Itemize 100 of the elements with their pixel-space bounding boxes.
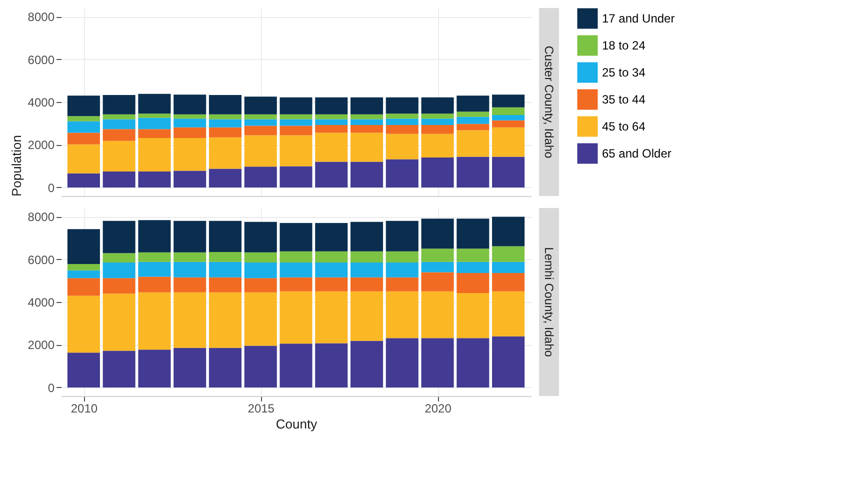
- bar: [421, 248, 454, 262]
- bar: [244, 262, 277, 278]
- bar: [208, 168, 242, 188]
- bar: [244, 119, 277, 126]
- bar: [386, 251, 418, 262]
- bar: [208, 220, 242, 252]
- bar: [102, 172, 136, 188]
- bar: [315, 114, 348, 120]
- bar: [492, 272, 525, 292]
- y-tick-label: 4000: [28, 96, 55, 110]
- bar: [280, 344, 312, 388]
- bar: [280, 251, 312, 262]
- y-tick-label: 8000: [28, 210, 55, 224]
- bar: [315, 262, 348, 278]
- bar: [280, 114, 312, 120]
- bar: [138, 172, 171, 188]
- bar: [350, 251, 384, 262]
- bar: [67, 144, 100, 174]
- bar: [102, 220, 136, 254]
- bar: [421, 291, 454, 338]
- bar: [138, 94, 171, 114]
- bar: [280, 166, 312, 188]
- x-tick-label: 2020: [424, 402, 452, 416]
- bar: [492, 127, 525, 157]
- bar: [456, 218, 490, 249]
- legend-label: 17 and Under: [602, 12, 675, 26]
- bar: [174, 118, 206, 128]
- bar: [315, 222, 348, 252]
- bar: [456, 338, 490, 388]
- bar: [456, 262, 490, 273]
- y-tick-label: 0: [48, 380, 55, 395]
- bar: [102, 278, 136, 294]
- bar: [102, 294, 136, 351]
- bar: [138, 129, 171, 138]
- bar: [102, 119, 136, 130]
- bar: [67, 229, 100, 264]
- legend-label: 35 to 44: [602, 92, 646, 106]
- bar: [67, 270, 100, 278]
- bar: [315, 119, 348, 125]
- bar: [421, 262, 454, 272]
- x-tick-label: 2015: [248, 402, 275, 416]
- bar: [456, 124, 490, 130]
- bar: [421, 118, 454, 125]
- bar: [67, 173, 100, 188]
- bar: [67, 352, 100, 388]
- y-tick-label: 6000: [28, 252, 55, 267]
- text: Lemhi County, Idaho: [542, 247, 556, 358]
- bar: [350, 162, 384, 188]
- bar: [208, 127, 242, 138]
- y-axis-title: Population: [8, 135, 24, 196]
- bar: [67, 121, 100, 133]
- bar: [386, 220, 418, 252]
- bar: [386, 338, 418, 388]
- bar: [244, 292, 277, 346]
- bar: [492, 246, 525, 262]
- bar: [208, 137, 242, 169]
- bar: [67, 296, 100, 353]
- bar: [244, 96, 277, 114]
- bar: [386, 97, 418, 114]
- bar: [102, 114, 136, 120]
- bar: [421, 338, 454, 388]
- bar: [456, 156, 490, 188]
- bar: [280, 222, 312, 252]
- bar: [456, 112, 490, 117]
- bar: [492, 262, 525, 273]
- bar: [315, 277, 348, 292]
- bar: [350, 132, 384, 162]
- bar: [102, 129, 136, 141]
- bar: [386, 277, 418, 292]
- y-tick-label: 4000: [28, 296, 55, 310]
- bar: [386, 134, 418, 160]
- bar: [280, 97, 312, 114]
- bar: [456, 293, 490, 338]
- bar: [138, 114, 171, 118]
- bar: [315, 124, 348, 133]
- bar: [280, 119, 312, 126]
- bar: [315, 343, 348, 388]
- bar: [492, 216, 525, 246]
- bar: [386, 159, 418, 188]
- bar: [492, 107, 525, 116]
- bar: [208, 262, 242, 278]
- bar: [492, 115, 525, 120]
- legend-label: 25 to 34: [602, 66, 646, 80]
- bar: [67, 116, 100, 122]
- bar: [244, 126, 277, 136]
- bar: [492, 156, 525, 188]
- y-tick-label: 2000: [28, 138, 55, 152]
- bar: [208, 292, 242, 348]
- legend-label: 65 and Older: [602, 146, 672, 160]
- bar: [208, 114, 242, 120]
- bar: [138, 262, 171, 277]
- bar: [102, 350, 136, 388]
- bar: [315, 97, 348, 114]
- bar: [138, 292, 171, 350]
- bar: [244, 135, 277, 167]
- bar: [421, 97, 454, 114]
- bar: [244, 346, 277, 388]
- bar: [174, 220, 206, 252]
- text: Custer County, Idaho: [542, 46, 556, 159]
- bar: [421, 272, 454, 292]
